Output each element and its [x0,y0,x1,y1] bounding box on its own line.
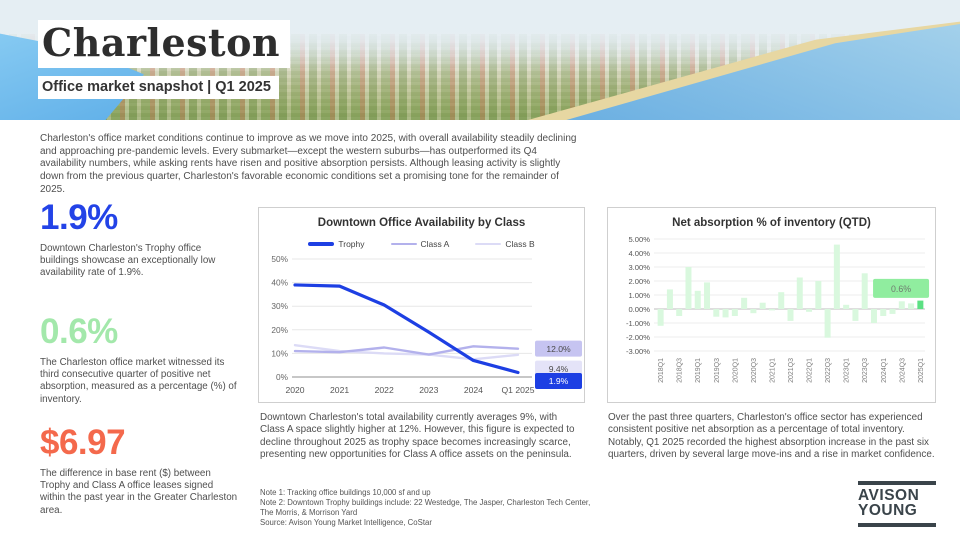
page-subtitle: Office market snapshot | Q1 2025 [42,79,271,95]
svg-text:2025Q1: 2025Q1 [918,358,925,383]
title-plate: Charleston [38,20,291,68]
svg-text:Q1 2025: Q1 2025 [502,385,535,395]
svg-text:50%: 50% [271,254,288,264]
svg-text:10%: 10% [271,348,288,358]
svg-text:2023Q1: 2023Q1 [844,358,851,383]
svg-text:0.6%: 0.6% [891,284,911,294]
availability-commentary: Downtown Charleston's total availability… [260,412,575,461]
svg-text:2019Q1: 2019Q1 [695,358,702,383]
svg-text:2024Q3: 2024Q3 [899,358,906,383]
availability-chart-title: Downtown Office Availability by Class [317,217,526,229]
svg-text:2024Q1: 2024Q1 [881,358,888,383]
footnote-2: Note 2: Downtown Trophy buildings includ… [260,498,591,518]
svg-text:-3.00%: -3.00% [626,347,650,356]
logo-line1: AVISON [858,487,920,504]
stat-value-net-absorption: 0.6% [40,312,118,351]
legend-label: Class A [420,239,450,249]
source-note: Source: Avison Young Market Intelligence… [260,518,432,528]
svg-text:3.00%: 3.00% [628,263,650,272]
stat-value-rent-difference: $6.97 [40,423,126,462]
stat-desc-trophy-availability: Downtown Charleston's Trophy office buil… [40,243,216,279]
svg-text:4.00%: 4.00% [628,249,650,258]
availability-line-chart: 0% 10% 20% 30% 40% 50% 2020 2021 2022 2023 2024 Q1 … [271,254,582,395]
svg-text:2021Q3: 2021Q3 [788,358,795,383]
logo-bar-top [858,481,936,485]
svg-text:2023Q3: 2023Q3 [862,358,869,383]
svg-text:2.00%: 2.00% [628,277,650,286]
footnote-1: Note 1: Tracking office buildings 10,000… [260,488,431,497]
svg-text:2020Q1: 2020Q1 [732,358,739,383]
avison-young-logo: AVISON YOUNG [858,481,936,528]
availability-chart-card: Downtown Office Availability by Class Tr… [258,207,585,403]
legend-swatch [475,242,502,246]
svg-text:2022Q1: 2022Q1 [807,358,814,383]
svg-text:-1.00%: -1.00% [626,319,650,328]
svg-text:2021Q1: 2021Q1 [769,358,776,383]
legend-swatch [390,242,417,246]
legend-item-trophy: Trophy [308,239,365,249]
svg-text:9.4%: 9.4% [549,364,569,374]
svg-text:2020Q3: 2020Q3 [751,358,758,383]
stat-desc-rent-difference: The difference in base rent ($) between … [40,468,238,516]
absorption-chart-card: Net absorption % of inventory (QTD) -3.0… [607,207,936,403]
svg-text:30%: 30% [271,301,288,311]
svg-text:2019Q3: 2019Q3 [714,358,721,383]
svg-text:0.00%: 0.00% [628,305,650,314]
svg-text:5.00%: 5.00% [628,235,650,244]
legend-label: Trophy [338,239,365,249]
absorption-commentary: Over the past three quarters, Charleston… [608,412,935,461]
svg-text:12.0%: 12.0% [546,344,571,354]
subtitle-plate: Office market snapshot | Q1 2025 [38,76,279,99]
availability-chart-legend: Trophy Class A Class B [259,237,584,251]
svg-text:-2.00%: -2.00% [626,333,650,342]
logo-line2: YOUNG [858,501,918,519]
absorption-bar-chart: -3.00% -2.00% -1.00% 0.00% 1.00% 2.00% 3.00% 4.… [626,235,930,383]
svg-text:2024: 2024 [464,385,483,395]
svg-text:40%: 40% [271,278,288,288]
svg-text:2022Q3: 2022Q3 [825,358,832,383]
svg-text:20%: 20% [271,325,288,335]
intro-paragraph: Charleston's office market conditions co… [40,133,577,195]
logo-bar-bottom [858,523,936,528]
svg-text:2023: 2023 [419,385,438,395]
stat-value-trophy-availability: 1.9% [40,198,118,237]
legend-label: Class B [505,239,535,249]
svg-text:2020: 2020 [285,385,304,395]
legend-swatch [308,242,335,246]
svg-text:2021: 2021 [330,385,349,395]
page-title: Charleston [42,20,281,65]
svg-text:2022: 2022 [375,385,394,395]
footnotes: Note 1: Tracking office buildings 10,000… [260,488,600,529]
svg-text:1.00%: 1.00% [628,291,650,300]
absorption-chart-title: Net absorption % of inventory (QTD) [672,217,871,229]
svg-text:0%: 0% [276,372,289,382]
legend-item-class-a: Class A [390,239,450,249]
legend-item-class-b: Class B [475,239,535,249]
svg-text:2018Q3: 2018Q3 [677,358,684,383]
svg-text:1.9%: 1.9% [549,376,569,386]
stat-desc-net-absorption: The Charleston office market witnessed i… [40,357,237,405]
svg-text:2018Q1: 2018Q1 [658,358,665,383]
header-banner: Charleston Office market snapshot | Q1 2… [0,0,960,120]
